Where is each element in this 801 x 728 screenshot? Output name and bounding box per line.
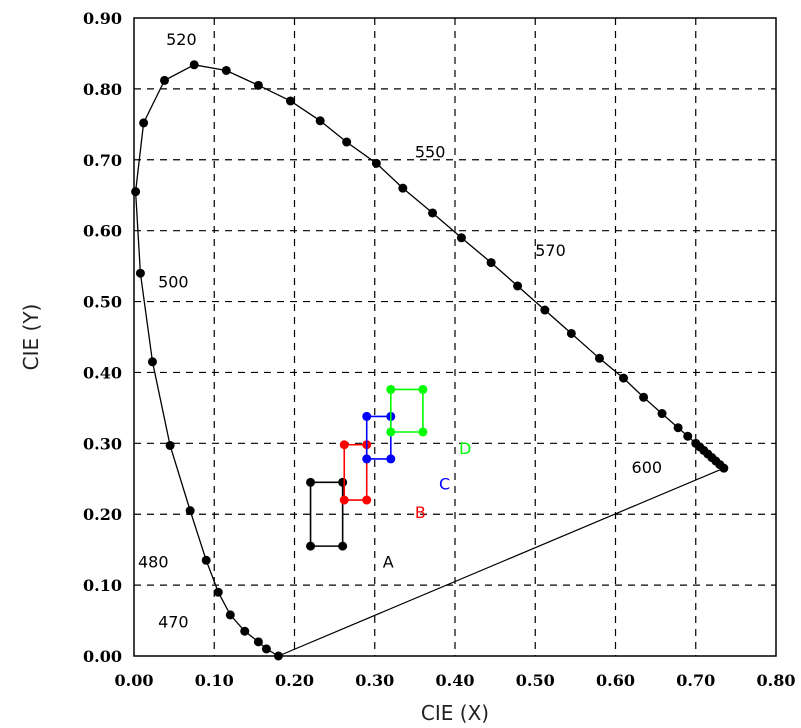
bin-corner-point [418, 384, 428, 394]
locus-point [240, 626, 250, 636]
bin-corner-point [362, 495, 372, 505]
y-tick-label: 0.00 [83, 647, 122, 666]
bin-outline [343, 443, 368, 501]
bin-label: B [415, 503, 426, 522]
bin-corner-point [418, 427, 428, 437]
x-tick-label: 0.40 [436, 671, 475, 690]
y-tick-label: 0.60 [83, 222, 122, 241]
locus-point [719, 463, 729, 473]
y-tick-label: 0.80 [83, 80, 122, 99]
wavelength-label: 470 [158, 613, 189, 632]
locus-point [594, 353, 604, 363]
y-tick-label: 0.50 [83, 293, 122, 312]
bin-box-d: D [386, 384, 471, 458]
locus-point [139, 118, 149, 128]
grid-lines [134, 18, 776, 656]
bin-corner-point [306, 541, 316, 551]
locus-point [273, 651, 283, 661]
locus-point [201, 555, 211, 565]
locus-point [225, 610, 235, 620]
locus-point [147, 357, 157, 367]
y-axis-title: CIE (Y) [19, 304, 43, 371]
bin-box-c: C [362, 411, 450, 493]
wavelength-label: 570 [535, 241, 566, 260]
bin-corner-point [386, 454, 396, 464]
locus-point [253, 637, 263, 647]
bin-box-a: A [306, 477, 394, 571]
bin-label: C [439, 474, 450, 493]
bin-outline [365, 415, 392, 460]
locus-point [253, 80, 263, 90]
locus-point [639, 392, 649, 402]
x-tick-label: 0.50 [516, 671, 555, 690]
bin-box-b: B [339, 440, 426, 522]
locus-point [683, 431, 693, 441]
spectral-locus-points [131, 60, 729, 661]
locus-point [261, 644, 271, 654]
bin-corner-point [306, 477, 316, 487]
y-tick-labels: 0.00 0.10 0.20 0.30 0.40 0.50 0.60 0.70 0.80 0.90 [83, 9, 122, 666]
x-tick-label: 0.30 [355, 671, 394, 690]
locus-point [185, 506, 195, 516]
x-axis-title: CIE (X) [421, 701, 489, 725]
bin-corner-point [386, 427, 396, 437]
x-tick-label: 0.00 [115, 671, 154, 690]
bin-label: A [383, 552, 394, 571]
locus-point [566, 328, 576, 338]
locus-point [486, 258, 496, 268]
wavelength-label: 550 [415, 143, 446, 162]
y-tick-label: 0.20 [83, 505, 122, 524]
locus-point [398, 183, 408, 193]
y-tick-label: 0.70 [83, 151, 122, 170]
y-tick-label: 0.90 [83, 9, 122, 28]
wavelength-label: 600 [632, 458, 663, 477]
x-tick-label: 0.60 [596, 671, 635, 690]
bin-outline [389, 388, 424, 433]
locus-point [315, 116, 325, 126]
bin-boxes: A BCD [306, 384, 471, 571]
locus-point [456, 233, 466, 243]
locus-point [159, 75, 169, 85]
locus-point [213, 587, 223, 597]
locus-point [513, 281, 523, 291]
locus-point [285, 96, 295, 106]
bin-label: D [459, 439, 471, 458]
locus-point [135, 268, 145, 278]
locus-point [221, 65, 231, 75]
y-tick-label: 0.10 [83, 576, 122, 595]
wavelength-label: 480 [138, 552, 169, 571]
y-tick-label: 0.30 [83, 434, 122, 453]
locus-point [428, 208, 438, 218]
wavelength-label: 500 [158, 272, 189, 291]
locus-point [540, 305, 550, 315]
locus-point [619, 373, 629, 383]
locus-point [371, 158, 381, 168]
locus-point [342, 137, 352, 147]
y-tick-label: 0.40 [83, 363, 122, 382]
locus-point [165, 440, 175, 450]
x-tick-labels: 0.00 0.10 0.20 0.30 0.40 0.50 0.60 0.70 0.80 [115, 671, 796, 690]
bin-corner-point [338, 477, 348, 487]
locus-point [673, 423, 683, 433]
wavelength-label: 520 [166, 30, 197, 49]
bin-corner-point [362, 411, 372, 421]
bin-corner-point [339, 495, 349, 505]
x-tick-label: 0.20 [275, 671, 314, 690]
x-tick-label: 0.70 [676, 671, 715, 690]
bin-corner-point [362, 454, 372, 464]
x-tick-label: 0.10 [195, 671, 234, 690]
purple-boundary-line [278, 467, 725, 657]
bin-corner-point [339, 440, 349, 450]
x-tick-label: 0.80 [757, 671, 796, 690]
wavelength-labels: 520 550 570 500 600 480 470 [138, 30, 662, 632]
locus-point [189, 60, 199, 70]
bin-outline [309, 481, 344, 547]
locus-point [131, 187, 141, 197]
bin-corner-point [386, 384, 396, 394]
locus-point [657, 409, 667, 419]
bin-corner-point [338, 541, 348, 551]
plot-frame [133, 17, 777, 657]
